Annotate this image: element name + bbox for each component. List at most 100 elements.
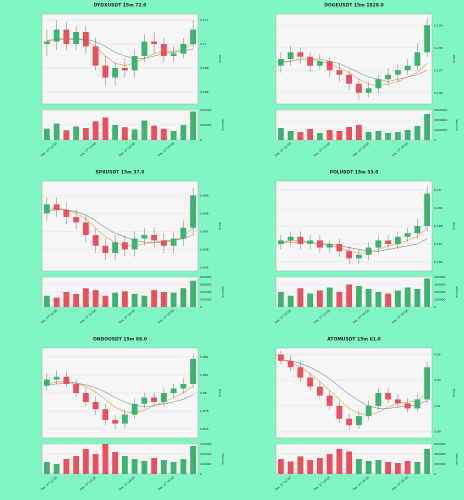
volume-bar [43,128,50,140]
volume-bar [82,128,89,140]
y-tick-label: 0.884 [200,355,209,359]
volume-axis-label: Volume [221,286,225,297]
volume-bar [355,125,362,140]
moving-average [280,359,428,409]
candle-body [43,379,50,386]
candle-body [277,59,284,66]
volume-bar [92,290,99,307]
candle-body [375,240,382,248]
candle-body [346,251,353,259]
volume-tick-label: 400000 [200,290,212,294]
y-tick-label: 0.187 [434,242,443,246]
candle-body [131,238,138,250]
volume-bar [53,123,60,140]
candle-body [63,376,70,384]
y-tick-label: 0.697 [200,229,209,233]
volume-bar [346,127,353,140]
volume-bar [385,462,392,474]
volume-bar [180,125,187,140]
candle-body [151,41,158,44]
candle-body [355,416,362,426]
y-tick-label: 0.172 [200,18,209,22]
candle-body [346,418,353,426]
candle-body [277,240,284,244]
volume-bar [346,451,353,474]
candle-body [307,240,314,244]
volume-bar [160,460,167,474]
candle-body [141,235,148,239]
y-tick-label: 0.188 [434,224,443,228]
moving-average [46,382,194,407]
volume-tick-label: 200000 [200,298,212,302]
chart-title: DYDXUSDT 15m 72.0 [94,3,147,9]
candle-body [43,41,50,44]
candle-body [160,393,167,402]
volume-bar [63,459,70,474]
volume-bar [414,126,421,140]
y-tick-label: 0.136 [434,91,443,95]
volume-bar [336,292,343,307]
candle-body [82,222,89,235]
volume-bar [170,131,177,140]
volume-bar [102,444,109,474]
volume-axis-label: Volume [455,286,459,297]
y-tick-label: 0.186 [434,260,443,264]
candle-body [394,236,401,244]
plot-area [275,347,433,439]
volume-bar [297,132,304,140]
y-tick-label: 0.698 [200,211,209,215]
volume-bar [92,121,99,140]
candle-body [385,240,392,244]
volume-tick-label: 2000000 [434,118,447,122]
plot-area [41,180,199,272]
plot-area [41,13,199,105]
candle-body [394,70,401,75]
volume-bar [43,295,50,307]
volume-bar [365,289,372,307]
candle-body [326,61,333,71]
y-tick-label: 0.137 [434,68,443,72]
volume-bar [82,449,89,474]
volume-bar [287,461,294,474]
moving-average [280,227,428,254]
volume-tick-label: 100000 [200,462,212,466]
volume-axis-label: Volume [455,453,459,464]
candle-body [365,405,372,417]
volume-bar [307,129,314,140]
volume-bar [355,286,362,307]
y-axis-label: Price [218,55,222,62]
candle-body [141,41,148,56]
volume-bar [141,461,148,474]
candle-body [131,403,138,415]
candle-body [307,377,314,387]
volume-bar [316,133,323,140]
candle-body [414,399,421,409]
candle-body [404,403,411,409]
volume-bar [316,458,323,474]
volume-bar [63,292,70,307]
candle-body [92,235,99,246]
candle-body [346,74,353,84]
candle-body [92,46,99,66]
volume-bar [102,117,109,140]
moving-average [280,359,428,416]
volume-tick-label: 200000 [200,123,212,127]
candle-body [63,29,70,44]
candle-body [102,65,109,78]
candle-body [277,354,284,361]
candle-body [73,384,80,393]
candle-body [385,393,392,400]
volume-bar [297,456,304,474]
candle-body [424,193,431,226]
candle-body [180,384,187,389]
volume-bar [141,120,148,140]
candle-body [307,56,314,66]
candle-body [63,209,70,217]
volume-axis-label: Volume [455,119,459,130]
volume-bar [277,292,284,307]
candle-body [82,393,89,402]
volume-axis-label: Volume [221,453,225,464]
volume-bar [190,280,197,307]
candle-body [424,367,431,400]
y-tick-label: 0.695 [200,265,209,269]
